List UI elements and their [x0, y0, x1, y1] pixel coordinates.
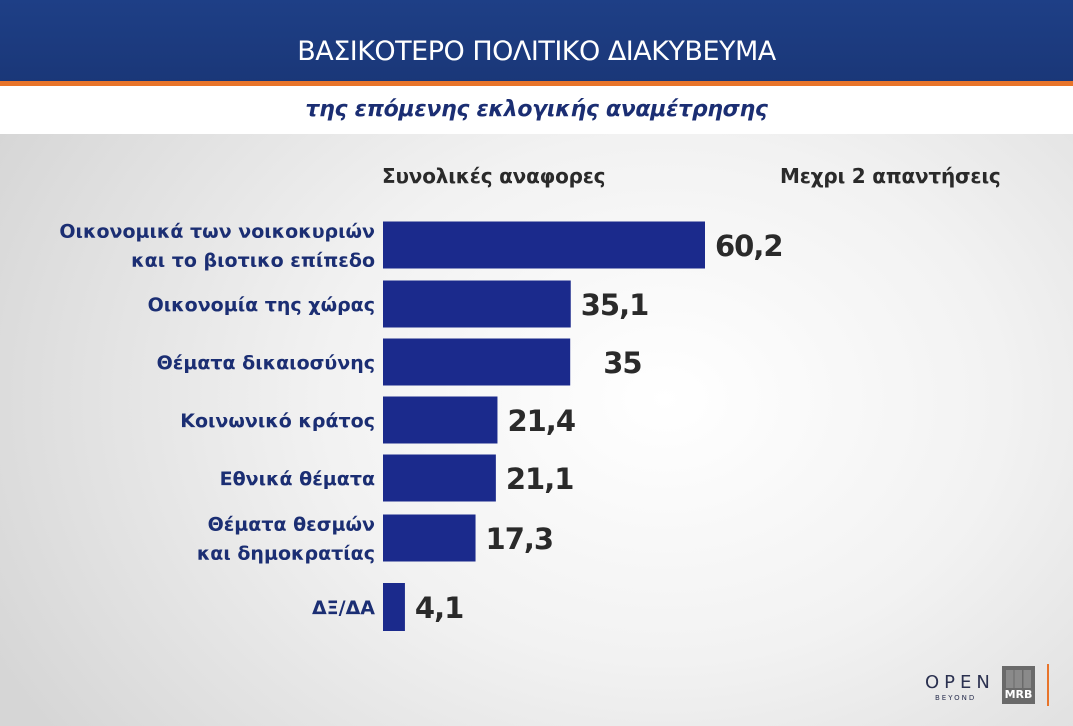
bar: [383, 396, 498, 444]
mrb-logo: MRB: [1002, 666, 1035, 704]
category-label: και το βιοτικο επίπεδο: [131, 250, 375, 272]
bar: [383, 221, 705, 269]
category-label: Θέματα θεσμών: [208, 514, 375, 536]
category-label: Εθνικά θέματα: [220, 468, 375, 490]
accent-vertical-line: [1047, 664, 1049, 706]
bar-value-label: 60,2: [715, 229, 783, 263]
bar-value-label: 17,3: [486, 522, 554, 556]
bar-value-label: 21,4: [507, 404, 575, 438]
header-banner: ΒΑΣΙΚΟΤΕΡΟ ΠΟΛΙΤΙΚΟ ΔΙΑΚΥΒΕΥΜΑ: [0, 0, 1073, 83]
category-label: Κοινωνικό κράτος: [180, 410, 375, 432]
column-header-total-mentions: Συνολικές αναφορες: [382, 164, 606, 188]
category-label: Οικονομικά των νοικοκυριών: [59, 221, 375, 243]
category-label: Οικονομία της χώρας: [148, 294, 375, 316]
category-label: Θέματα δικαιοσύνης: [157, 352, 375, 374]
accent-divider: [0, 81, 1073, 86]
bar-value-label: 35: [603, 346, 641, 380]
category-label: ΔΞ/ΔΑ: [312, 597, 375, 619]
bar: [383, 454, 496, 502]
bar-value-label: 35,1: [581, 288, 649, 322]
open-tagline: BEYOND: [935, 694, 977, 702]
bar: [383, 280, 571, 328]
bar: [383, 338, 571, 386]
page-subtitle: της επόμενης εκλογικής αναμέτρησης: [305, 97, 768, 122]
category-label: και δημοκρατίας: [197, 543, 375, 565]
bar-value-label: 21,1: [506, 462, 574, 496]
subheader-bar: της επόμενης εκλογικής αναμέτρησης: [0, 86, 1073, 134]
bar: [383, 514, 476, 562]
bar: [383, 583, 405, 631]
open-logo: OPEN: [925, 672, 995, 693]
column-header-max-answers: Μεχρι 2 απαντήσεις: [780, 164, 1001, 188]
page-title: ΒΑΣΙΚΟΤΕΡΟ ΠΟΛΙΤΙΚΟ ΔΙΑΚΥΒΕΥΜΑ: [297, 36, 776, 67]
bar-value-label: 4,1: [415, 591, 463, 625]
